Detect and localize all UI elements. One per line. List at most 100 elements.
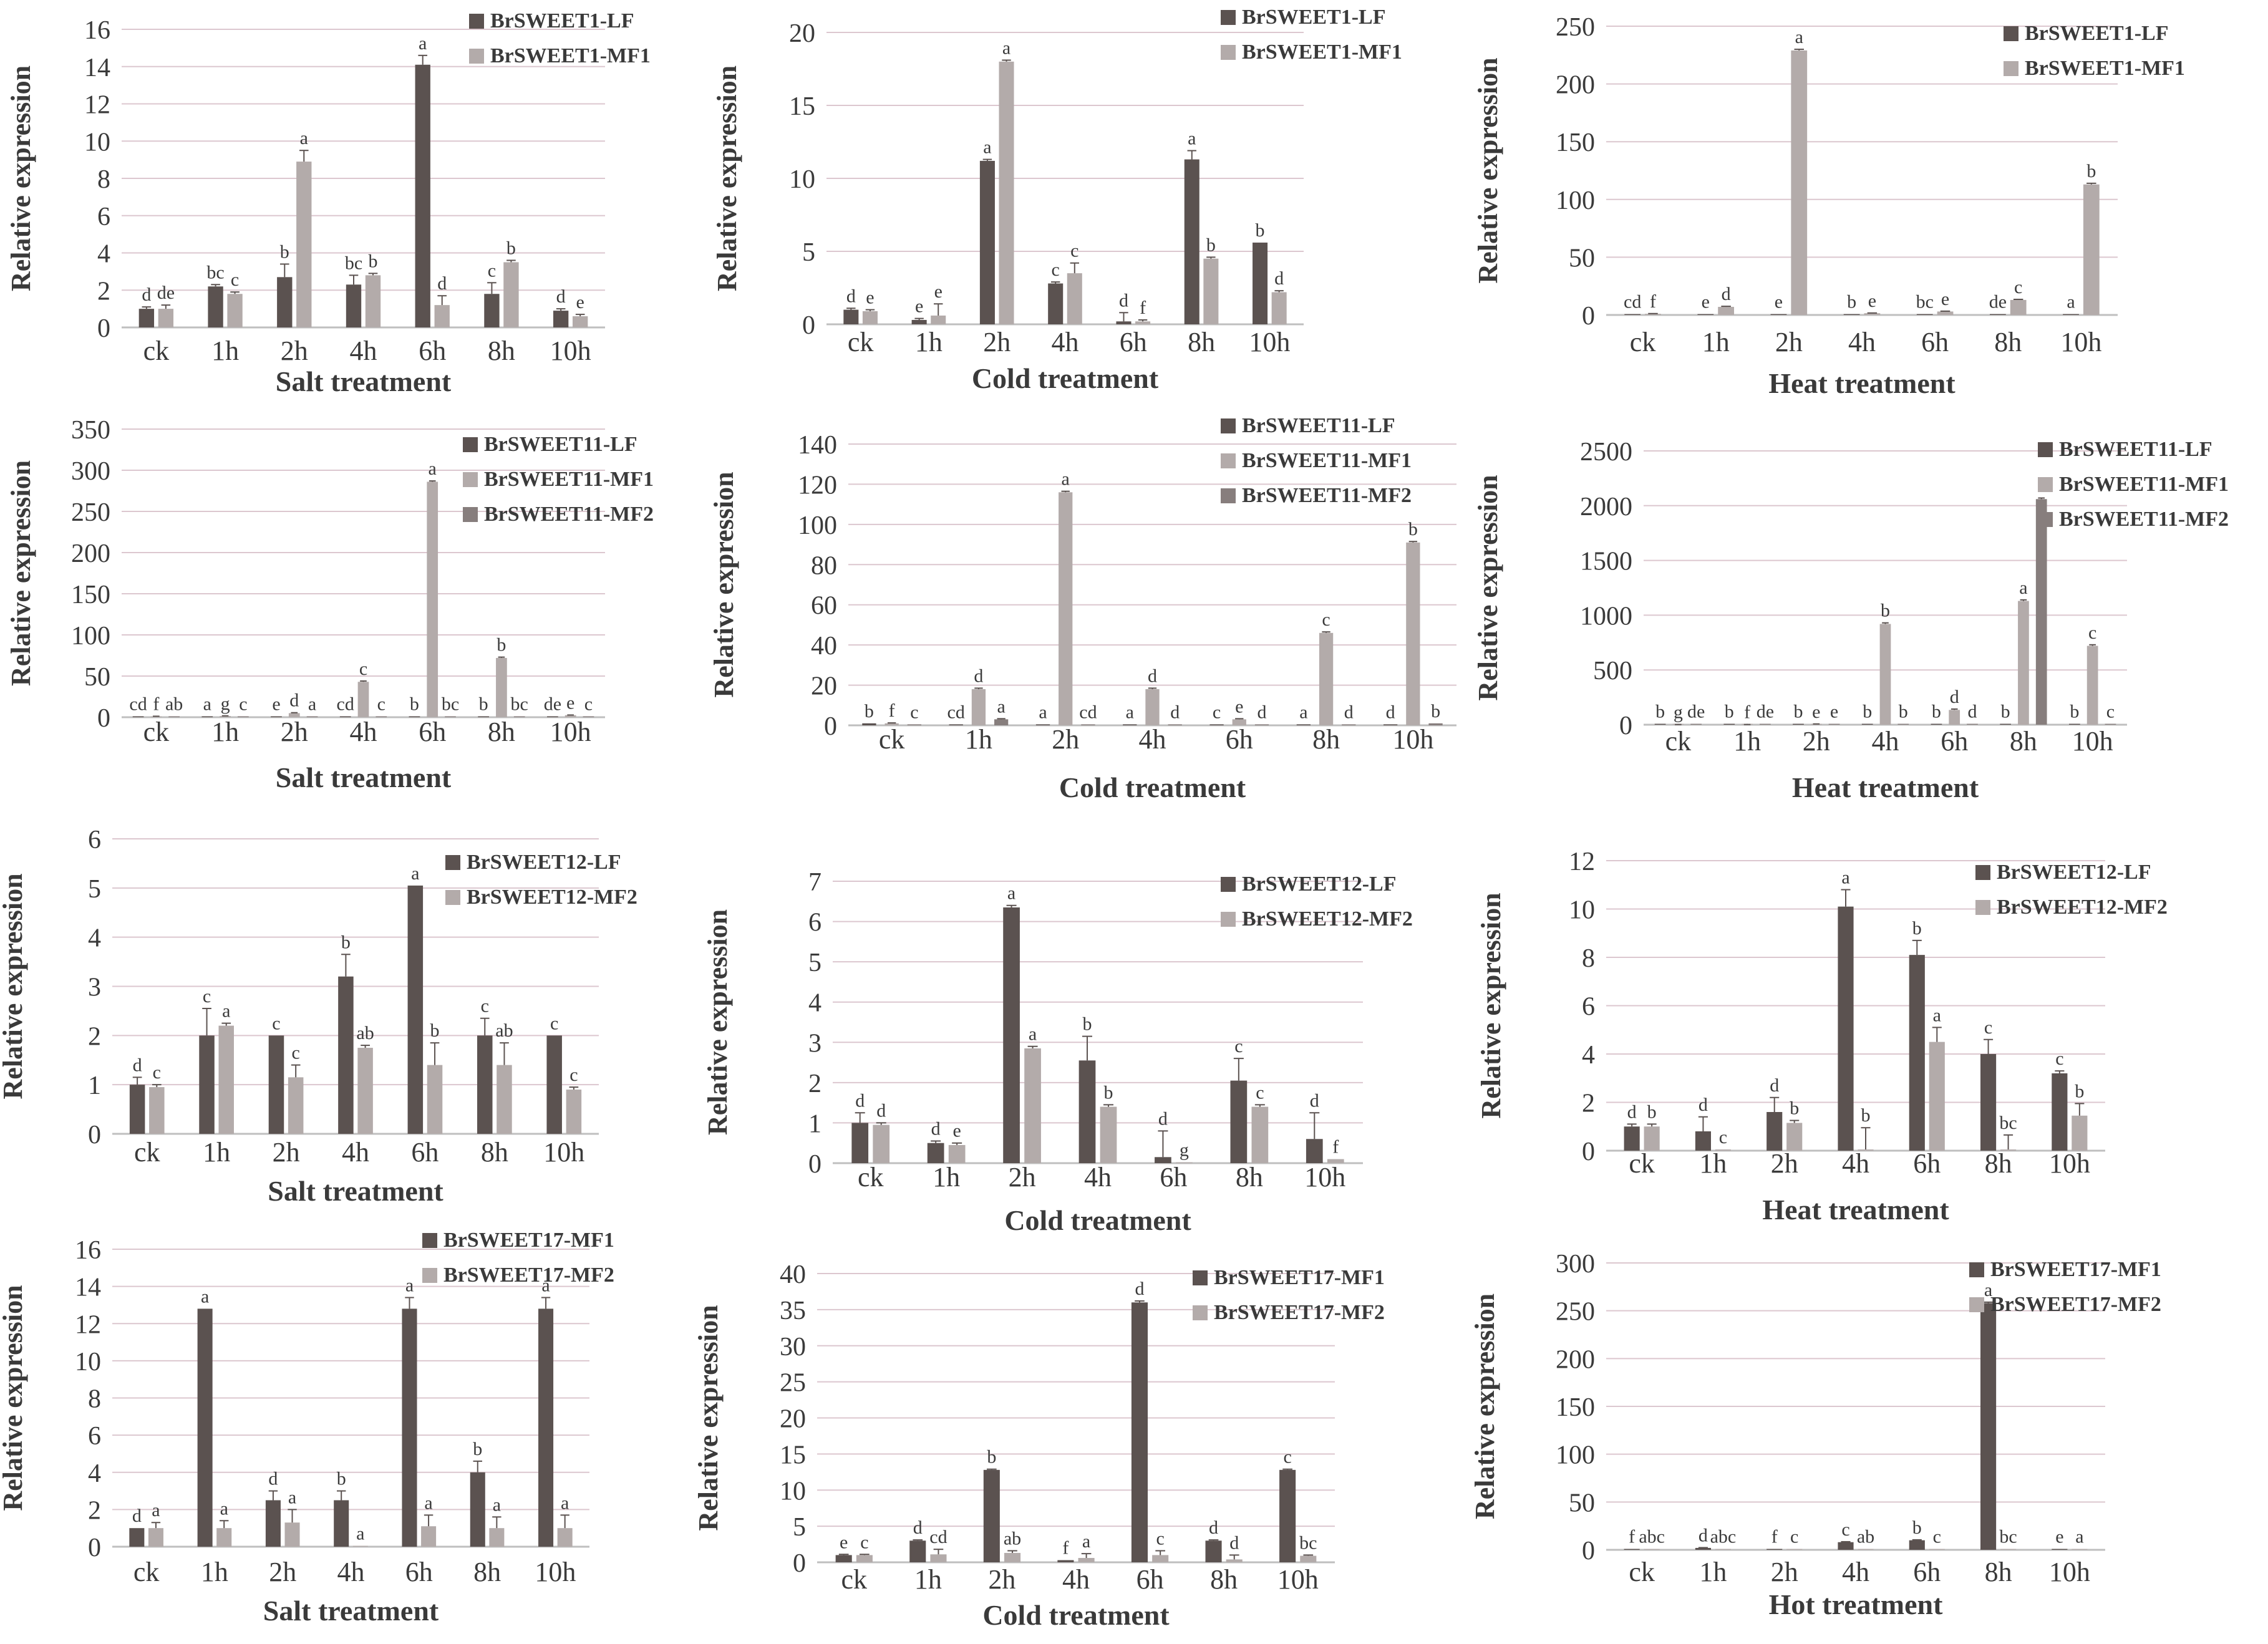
y-tick-label: 100 <box>1556 1441 1595 1470</box>
significance-letter: c <box>359 659 367 679</box>
bar-BrSWEET11-MF2-10h <box>1428 723 1443 725</box>
bar-BrSWEET11-MF2-2h <box>1828 723 1840 725</box>
bar-BrSWEET12-MF2-1h <box>948 1144 966 1163</box>
bar-BrSWEET11-LF-6h <box>1931 723 1942 725</box>
significance-letter: b <box>1932 702 1941 722</box>
bar-BrSWEET1-MF1-6h <box>434 305 450 327</box>
significance-letter: b <box>987 1447 996 1468</box>
significance-letter: e <box>566 692 574 713</box>
significance-letter: b <box>1083 1014 1092 1035</box>
significance-letter: d <box>1344 702 1354 722</box>
bar-BrSWEET1-LF-8h <box>1990 314 2006 315</box>
bar-BrSWEET1-MF1-ck <box>862 311 878 324</box>
significance-letter: bc <box>1999 1527 2017 1547</box>
y-tick-label: 300 <box>1556 1250 1595 1279</box>
bar-BrSWEET12-MF2-10h <box>566 1090 582 1134</box>
y-tick-label: 10 <box>1569 896 1595 925</box>
bar-BrSWEET1-MF1-4h <box>1067 273 1082 324</box>
bar-BrSWEET11-MF1-ck <box>884 723 899 725</box>
x-tick-label: 1h <box>965 724 992 755</box>
bar-BrSWEET12-LF-ck <box>851 1123 869 1163</box>
bar-BrSWEET17-MF2-10h <box>1300 1555 1317 1562</box>
significance-letter: e <box>272 694 280 715</box>
bar-BrSWEET12-LF-10h <box>2052 1073 2068 1151</box>
bar-BrSWEET1-MF1-1h <box>1718 307 1734 315</box>
y-axis-title: Relative expression <box>1470 1293 1500 1519</box>
legend-label: BrSWEET1-LF <box>490 9 634 32</box>
x-tick-label: 10h <box>1277 1564 1319 1595</box>
bar-BrSWEET17-MF2-ck <box>1644 1549 1660 1550</box>
x-tick-label: 8h <box>488 336 515 366</box>
bar-BrSWEET1-LF-4h <box>1048 283 1064 324</box>
bar-BrSWEET11-LF-2h <box>1793 723 1804 725</box>
y-axis-title: Relative expression <box>1473 475 1503 700</box>
legend-swatch <box>463 472 478 487</box>
x-tick-label: 4h <box>1062 1564 1090 1595</box>
bar-BrSWEET1-LF-10h <box>553 311 569 327</box>
significance-letter: a <box>1039 702 1047 722</box>
bar-BrSWEET1-LF-8h <box>1184 159 1199 324</box>
bar-BrSWEET1-LF-4h <box>1843 314 1860 315</box>
y-tick-label: 0 <box>1582 1537 1595 1565</box>
y-tick-label: 20 <box>780 1405 806 1434</box>
x-tick-label: 8h <box>2010 726 2037 757</box>
x-axis-title: Cold treatment <box>982 1599 1170 1631</box>
significance-letter: d <box>855 1090 865 1111</box>
bar-BrSWEET11-MF1-4h <box>1879 624 1891 725</box>
significance-letter: f <box>1650 291 1656 312</box>
significance-letter: b <box>410 694 419 715</box>
significance-letter: c <box>2106 702 2115 722</box>
significance-letter: d <box>437 273 447 294</box>
significance-letter: bc <box>1299 1532 1317 1553</box>
bar-BrSWEET1-MF1-4h <box>365 275 381 327</box>
bar-BrSWEET12-MF2-8h <box>1251 1106 1269 1163</box>
y-tick-label: 120 <box>798 471 837 500</box>
x-tick-label: 1h <box>211 717 239 747</box>
significance-letter: b <box>1794 702 1803 722</box>
y-tick-label: 25 <box>780 1369 806 1398</box>
significance-letter: a <box>300 128 308 148</box>
legend-swatch <box>1193 1270 1208 1285</box>
y-tick-label: 250 <box>1556 1298 1595 1327</box>
significance-letter: c <box>239 694 247 715</box>
significance-letter: c <box>1719 1127 1727 1148</box>
bar-BrSWEET17-MF2-ck <box>856 1555 873 1562</box>
y-tick-label: 20 <box>789 19 815 48</box>
x-tick-label: 2h <box>281 336 308 366</box>
significance-letter: c <box>1213 702 1221 722</box>
significance-letter: cd <box>129 694 147 715</box>
bar-BrSWEET11-MF2-10h <box>2105 723 2116 725</box>
x-tick-label: 10h <box>2049 1557 2090 1587</box>
y-tick-label: 150 <box>71 581 110 609</box>
bar-BrSWEET11-MF2-2h <box>1081 724 1095 725</box>
y-tick-label: 10 <box>84 128 110 157</box>
significance-letter: d <box>1209 1517 1218 1538</box>
significance-letter: d <box>846 286 856 306</box>
legend-swatch <box>422 1233 437 1248</box>
significance-letter: f <box>1771 1527 1778 1547</box>
bar-BrSWEET1-MF1-1h <box>227 294 243 327</box>
x-tick-label: 8h <box>1994 327 2022 357</box>
bar-BrSWEET1-MF1-2h <box>999 61 1014 325</box>
significance-letter: e <box>1775 292 1783 312</box>
legend-label: BrSWEET11-MF1 <box>1242 449 1412 472</box>
x-axis-title: Salt treatment <box>276 762 452 793</box>
bar-BrSWEET17-MF2-4h <box>352 1545 368 1547</box>
bar-BrSWEET12-LF-ck <box>129 1085 145 1134</box>
significance-letter: a <box>997 696 1005 717</box>
y-axis-title: Relative expression <box>712 65 742 291</box>
y-tick-label: 140 <box>798 431 837 460</box>
bar-BrSWEET1-LF-1h <box>208 286 223 327</box>
bar-BrSWEET12-MF2-ck <box>1644 1126 1660 1151</box>
legend-label: BrSWEET17-MF2 <box>1990 1293 2161 1316</box>
bar-BrSWEET1-LF-ck <box>843 309 859 324</box>
bar-BrSWEET11-LF-4h <box>339 716 351 717</box>
x-tick-label: 6h <box>1913 1557 1941 1587</box>
bar-BrSWEET17-MF1-1h <box>197 1308 213 1547</box>
y-tick-label: 200 <box>1556 1345 1595 1374</box>
legend-swatch <box>445 890 460 905</box>
x-tick-label: ck <box>858 1162 884 1192</box>
